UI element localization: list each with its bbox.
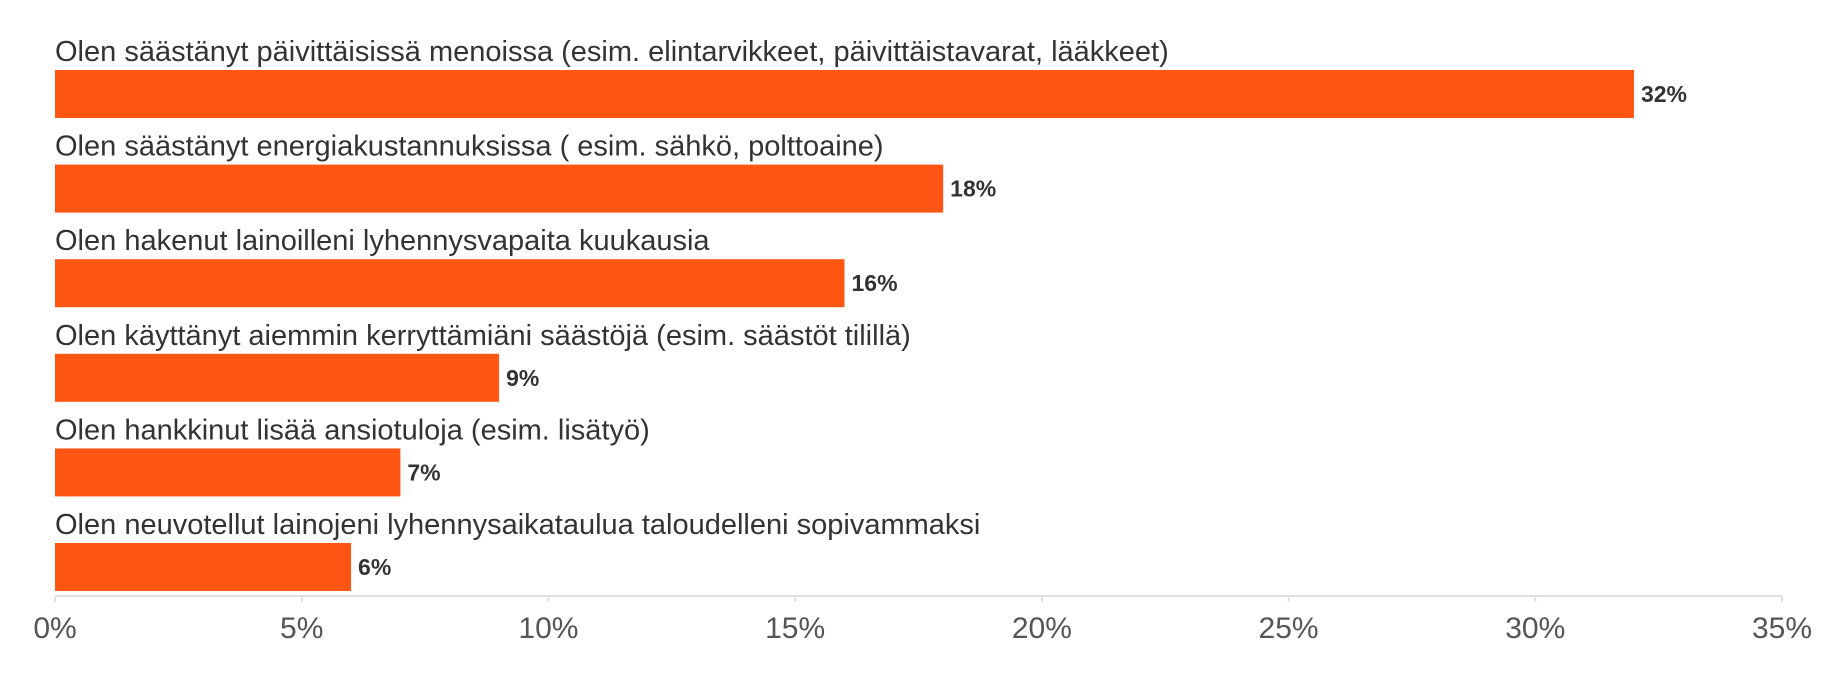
x-tick-label: 10%	[518, 612, 578, 645]
data-label: 18%	[950, 176, 996, 202]
bars-layer: Olen säästänyt päivittäisissä menoissa (…	[55, 36, 1687, 591]
category-label: Olen säästänyt päivittäisissä menoissa (…	[55, 36, 1169, 68]
x-tick-label: 20%	[1012, 612, 1072, 645]
category-label: Olen säästänyt energiakustannuksissa ( e…	[55, 131, 884, 163]
x-tick-label: 35%	[1752, 612, 1812, 645]
category-label: Olen hankkinut lisää ansiotuloja (esim. …	[55, 414, 650, 446]
x-tick-label: 25%	[1259, 612, 1319, 645]
data-label: 16%	[851, 270, 897, 296]
bar	[55, 259, 845, 308]
category-label: Olen käyttänyt aiemmin kerryttämiäni sää…	[55, 320, 911, 352]
data-label: 6%	[358, 554, 391, 580]
bar	[55, 70, 1634, 118]
data-label: 9%	[506, 365, 539, 391]
x-tick-label: 5%	[280, 612, 323, 645]
bar	[55, 353, 500, 402]
bar	[55, 543, 352, 591]
data-label: 32%	[1641, 81, 1687, 107]
x-tick-label: 30%	[1505, 612, 1565, 645]
x-tick-label: 0%	[33, 612, 76, 645]
category-label: Olen neuvotellut lainojeni lyhennysaikat…	[55, 509, 980, 541]
x-axis-ticks: 0% 5% 10% 15% 20% 25% 30% 35%	[33, 596, 1812, 645]
bar	[55, 164, 944, 213]
x-tick-label: 15%	[765, 612, 825, 645]
bar	[55, 448, 401, 497]
category-label: Olen hakenut lainoilleni lyhennysvapaita…	[55, 225, 710, 257]
data-label: 7%	[407, 459, 440, 485]
